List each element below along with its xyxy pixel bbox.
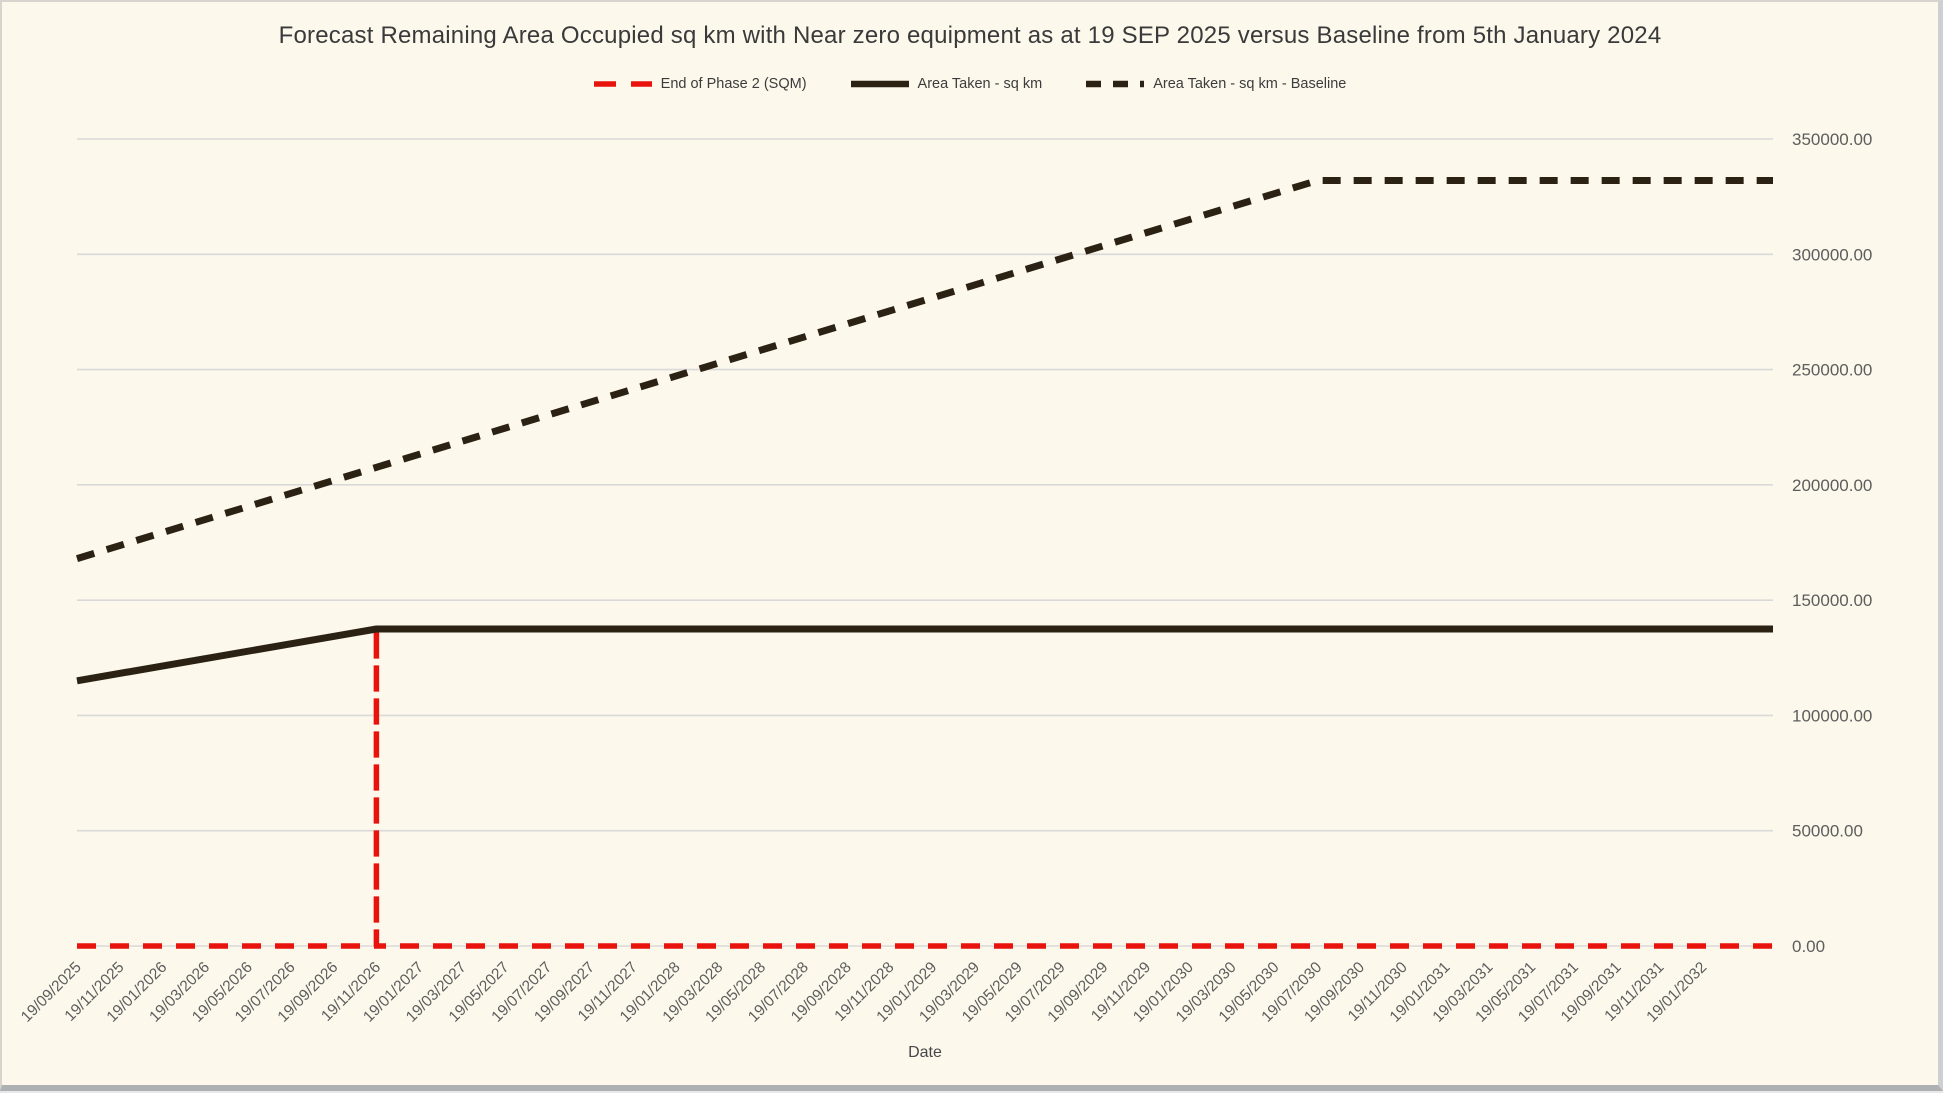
legend-marker-dark-dashed xyxy=(1086,80,1145,88)
legend-label-area-taken-baseline: Area Taken - sq km - Baseline xyxy=(1153,76,1347,92)
legend-item-end-of-phase-2: End of Phase 2 (SQM) xyxy=(593,76,807,92)
legend-label-area-taken: Area Taken - sq km xyxy=(917,76,1043,92)
svg-text:250000.00: 250000.00 xyxy=(1792,361,1872,380)
chart-title: Forecast Remaining Area Occupied sq km w… xyxy=(278,22,1662,49)
legend-item-area-taken-baseline: Area Taken - sq km - Baseline xyxy=(1086,76,1346,92)
svg-text:100000.00: 100000.00 xyxy=(1792,706,1872,725)
svg-text:300000.00: 300000.00 xyxy=(1792,245,1872,264)
svg-text:200000.00: 200000.00 xyxy=(1792,476,1872,495)
svg-text:0.00: 0.00 xyxy=(1792,937,1825,956)
legend-item-area-taken: Area Taken - sq km xyxy=(850,76,1043,92)
chart-legend: End of Phase 2 (SQM) Area Taken - sq km … xyxy=(2,76,1938,92)
svg-text:350000.00: 350000.00 xyxy=(1792,130,1872,149)
svg-text:150000.00: 150000.00 xyxy=(1792,591,1872,610)
legend-marker-red-dashed xyxy=(593,81,652,87)
legend-marker-solid-dark xyxy=(850,80,909,88)
legend-label-end-of-phase-2: End of Phase 2 (SQM) xyxy=(660,76,807,92)
x-axis-title: Date xyxy=(908,1044,942,1061)
svg-text:50000.00: 50000.00 xyxy=(1792,822,1863,841)
